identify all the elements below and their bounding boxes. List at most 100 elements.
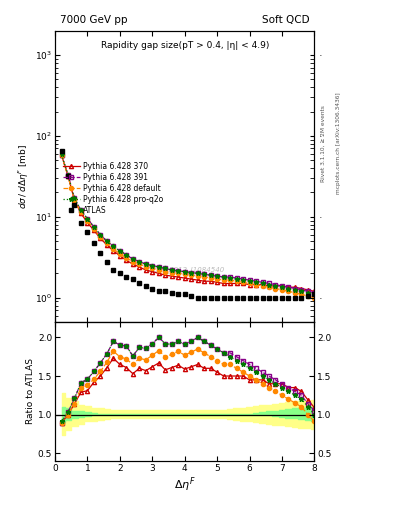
Pythia 6.428 370 (66, 173, 70, 179)
Pythia 6.428 391 (150, 263, 155, 269)
ATLAS (312, 291, 317, 297)
Pythia 6.428 370 (72, 197, 77, 203)
Pythia 6.428 pro-q2o (79, 207, 83, 214)
Pythia 6.428 370 (85, 220, 90, 226)
Pythia 6.428 pro-q2o (130, 256, 135, 262)
Pythia 6.428 pro-q2o (215, 273, 220, 279)
ATLAS (105, 259, 109, 265)
ATLAS (280, 294, 285, 301)
Pythia 6.428 391 (79, 207, 83, 214)
Pythia 6.428 370 (176, 274, 181, 280)
Pythia 6.428 370 (92, 227, 96, 233)
Pythia 6.428 pro-q2o (260, 281, 265, 287)
Pythia 6.428 pro-q2o (221, 274, 226, 280)
Pythia 6.428 default (260, 283, 265, 289)
Pythia 6.428 370 (286, 284, 291, 290)
ATLAS (247, 294, 252, 301)
Pythia 6.428 pro-q2o (228, 275, 233, 281)
Pythia 6.428 391 (156, 264, 161, 270)
Pythia 6.428 370 (79, 210, 83, 217)
Pythia 6.428 pro-q2o (66, 172, 70, 178)
ATLAS (137, 281, 142, 287)
Pythia 6.428 default (143, 264, 148, 270)
Pythia 6.428 391 (169, 267, 174, 273)
Pythia 6.428 default (286, 288, 291, 294)
Pythia 6.428 391 (267, 281, 272, 287)
Pythia 6.428 370 (247, 282, 252, 288)
Pythia 6.428 pro-q2o (105, 238, 109, 244)
Pythia 6.428 370 (228, 281, 233, 287)
Pythia 6.428 370 (111, 248, 116, 254)
Pythia 6.428 default (111, 246, 116, 252)
Pythia 6.428 pro-q2o (182, 269, 187, 275)
Pythia 6.428 370 (267, 283, 272, 289)
Pythia 6.428 default (189, 272, 194, 278)
Pythia 6.428 pro-q2o (312, 291, 317, 297)
Pythia 6.428 391 (59, 152, 64, 158)
ATLAS (163, 288, 168, 294)
Pythia 6.428 370 (59, 152, 64, 158)
ATLAS (228, 294, 233, 301)
Pythia 6.428 391 (85, 216, 90, 222)
Y-axis label: Ratio to ATLAS: Ratio to ATLAS (26, 358, 35, 424)
ATLAS (66, 173, 70, 179)
Pythia 6.428 default (228, 277, 233, 283)
ATLAS (215, 294, 220, 301)
Pythia 6.428 pro-q2o (98, 232, 103, 238)
Line: Pythia 6.428 370: Pythia 6.428 370 (59, 153, 316, 293)
ATLAS (221, 294, 226, 301)
Pythia 6.428 391 (118, 248, 122, 254)
Text: 7000 GeV pp: 7000 GeV pp (60, 15, 128, 25)
Pythia 6.428 391 (312, 290, 317, 296)
Pythia 6.428 370 (312, 288, 317, 294)
Pythia 6.428 391 (163, 265, 168, 271)
ATLAS (169, 290, 174, 296)
Pythia 6.428 370 (306, 287, 310, 293)
Pythia 6.428 391 (228, 274, 233, 280)
Pythia 6.428 391 (176, 268, 181, 274)
Pythia 6.428 default (66, 173, 70, 179)
Pythia 6.428 default (105, 240, 109, 246)
Pythia 6.428 370 (105, 242, 109, 248)
ATLAS (195, 294, 200, 301)
Pythia 6.428 391 (72, 195, 77, 201)
ATLAS (306, 293, 310, 299)
Pythia 6.428 default (195, 273, 200, 279)
Pythia 6.428 pro-q2o (85, 216, 90, 222)
Pythia 6.428 370 (130, 261, 135, 267)
Pythia 6.428 pro-q2o (150, 263, 155, 269)
Pythia 6.428 pro-q2o (163, 265, 168, 271)
Pythia 6.428 pro-q2o (299, 288, 304, 294)
Pythia 6.428 391 (221, 274, 226, 280)
Pythia 6.428 370 (221, 281, 226, 287)
Pythia 6.428 default (176, 270, 181, 276)
Pythia 6.428 370 (299, 285, 304, 291)
Pythia 6.428 default (267, 284, 272, 290)
ATLAS (79, 220, 83, 226)
Pythia 6.428 default (215, 276, 220, 282)
Pythia 6.428 391 (254, 278, 259, 284)
Pythia 6.428 370 (182, 275, 187, 281)
ATLAS (150, 285, 155, 291)
Pythia 6.428 pro-q2o (72, 195, 77, 201)
Pythia 6.428 default (79, 209, 83, 215)
Pythia 6.428 default (124, 255, 129, 261)
Pythia 6.428 pro-q2o (189, 269, 194, 275)
ATLAS (293, 294, 298, 301)
Line: Pythia 6.428 default: Pythia 6.428 default (59, 153, 316, 300)
Pythia 6.428 pro-q2o (273, 283, 278, 289)
Pythia 6.428 default (312, 294, 317, 301)
Line: Pythia 6.428 pro-q2o: Pythia 6.428 pro-q2o (59, 152, 317, 297)
ATLAS (143, 283, 148, 289)
Pythia 6.428 391 (286, 284, 291, 290)
Pythia 6.428 391 (299, 287, 304, 293)
Pythia 6.428 default (130, 259, 135, 265)
Pythia 6.428 default (98, 234, 103, 240)
Pythia 6.428 pro-q2o (254, 279, 259, 285)
Pythia 6.428 default (150, 265, 155, 271)
Pythia 6.428 370 (137, 264, 142, 270)
Pythia 6.428 pro-q2o (286, 285, 291, 291)
ATLAS (118, 270, 122, 276)
Pythia 6.428 pro-q2o (118, 248, 122, 254)
ATLAS (130, 276, 135, 282)
